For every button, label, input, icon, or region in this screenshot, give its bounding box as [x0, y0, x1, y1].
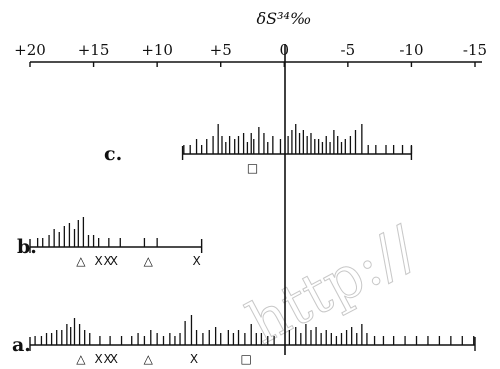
- tick-label: +5: [210, 41, 232, 59]
- strip-rows: c.□b.△ X XX △ Xa.△ X XX △ X □: [12, 124, 476, 366]
- triangle-marker: △: [144, 352, 154, 366]
- cross-marker: X: [192, 254, 200, 268]
- watermark-text: http://: [237, 213, 428, 358]
- triangle-marker: △: [76, 352, 86, 366]
- strip-row-a: a.△ X XX △ X □: [12, 315, 476, 366]
- tick-label: -15: [463, 41, 487, 59]
- tick-label: +20: [14, 41, 46, 59]
- square-marker: □: [247, 161, 258, 175]
- triangle-marker: △: [76, 254, 86, 268]
- tick-label: -10: [399, 41, 423, 59]
- strip-row-b: b.△ X XX △ X: [17, 217, 203, 268]
- tick-label: -5: [341, 41, 356, 59]
- top-axis-ticks: +20+15+10+50-5-10-15: [14, 41, 487, 67]
- axis-title: δS³⁴‰: [257, 9, 312, 28]
- strip-row-c: c. □: [104, 124, 413, 175]
- cross-marker: X: [110, 254, 118, 268]
- cross-marker: X: [110, 352, 118, 366]
- square-marker: □: [240, 352, 251, 366]
- cross-marker: X: [103, 254, 111, 268]
- cross-marker: X: [190, 352, 198, 366]
- cross-marker: X: [103, 352, 111, 366]
- cross-marker: X: [95, 254, 103, 268]
- row-label: a.: [12, 334, 31, 356]
- tick-label: +10: [141, 41, 173, 59]
- tick-label: +15: [78, 41, 110, 59]
- row-label: b.: [17, 236, 37, 258]
- triangle-marker: △: [144, 254, 154, 268]
- row-label: c.: [104, 143, 122, 165]
- cross-marker: X: [95, 352, 103, 366]
